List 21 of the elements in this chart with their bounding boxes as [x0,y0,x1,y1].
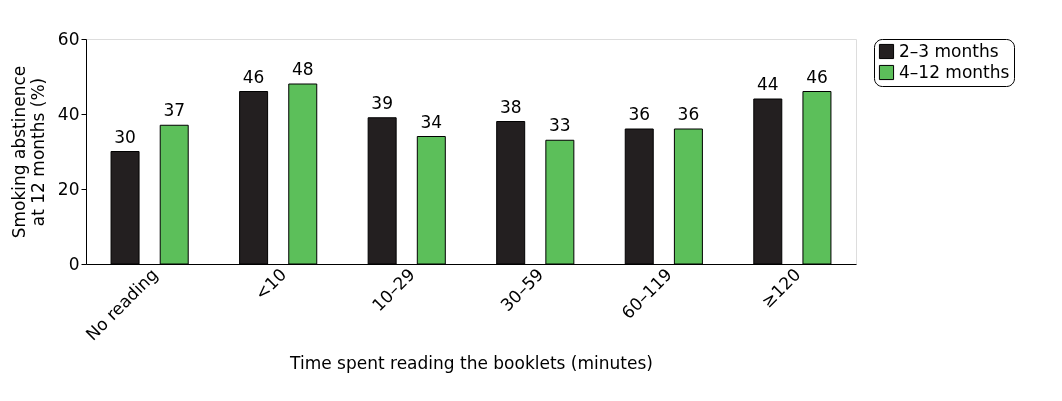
y-axis-title: Smoking abstinence at 12 months (%) [8,65,48,239]
y-tick-label: 60 [57,28,80,49]
x-tick-label: <10 [250,264,291,304]
data-label: 39 [371,92,393,113]
data-label: 33 [549,115,571,136]
legend-label: 2–3 months [899,40,999,61]
x-axis-title: Time spent reading the booklets (minutes) [289,352,653,373]
data-label: 48 [291,59,314,79]
data-label: 44 [756,74,779,94]
data-label: 46 [242,66,265,87]
y-tick-label: 0 [68,253,80,274]
data-label: 46 [806,66,828,87]
data-label: 36 [677,104,700,124]
data-label: 34 [420,111,443,132]
data-label: 30 [114,126,136,147]
y-tick-label: 20 [57,178,80,199]
data-label: 38 [499,96,522,117]
data-label: 37 [163,100,186,121]
data-label: 36 [628,104,651,124]
legend-label: 4–12 months [899,61,1010,82]
y-tick-label: 40 [57,103,80,124]
